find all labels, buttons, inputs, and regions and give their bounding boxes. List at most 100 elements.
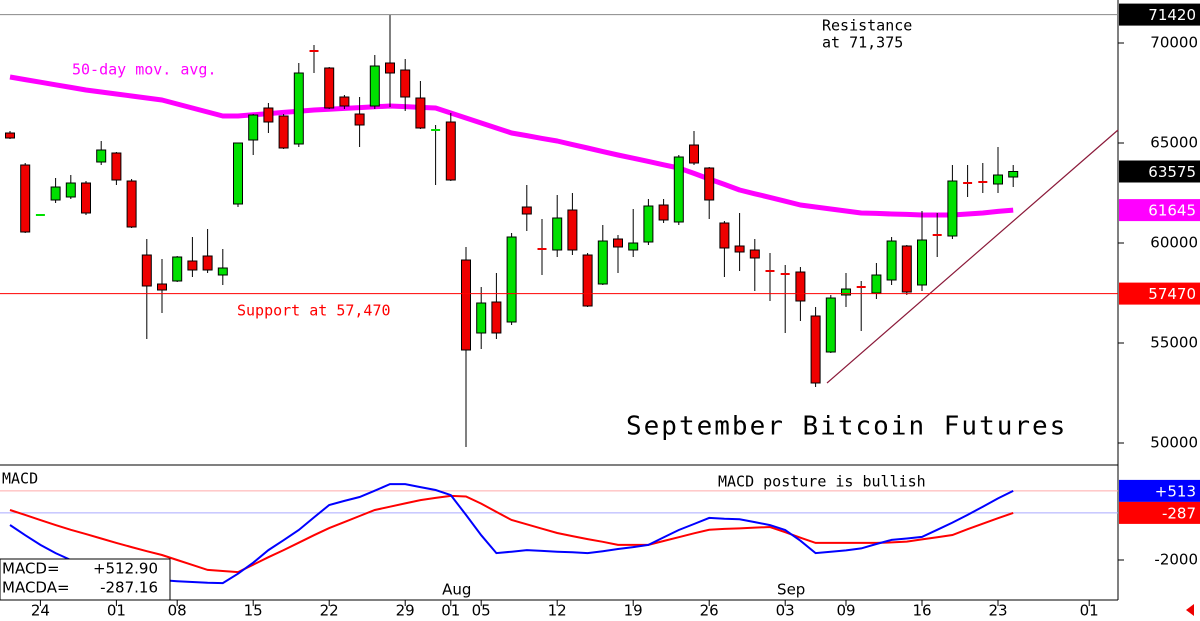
candle-body xyxy=(749,249,760,259)
x-tick-label: 12 xyxy=(548,602,567,620)
candle-body xyxy=(613,238,623,248)
month-label: Aug xyxy=(442,581,471,599)
y-tick-label: 60000 xyxy=(1150,234,1198,252)
value-tag-label: -287 xyxy=(1162,504,1196,522)
x-tick-label: 03 xyxy=(776,602,795,620)
macd-note: MACD posture is bullish xyxy=(718,473,926,491)
candle-body xyxy=(795,271,806,302)
macd-title: MACD xyxy=(2,470,38,488)
candle-body xyxy=(415,97,426,129)
month-label: Sep xyxy=(777,581,805,599)
candle-body xyxy=(993,174,1003,185)
candle-body xyxy=(825,297,836,353)
candle-body xyxy=(293,72,304,145)
candle-body xyxy=(263,107,274,123)
candle-body xyxy=(50,186,61,201)
candle-body xyxy=(947,180,958,237)
candle-body xyxy=(445,121,456,181)
candle-body xyxy=(567,209,578,251)
candle-body xyxy=(491,301,502,334)
value-tag-label: 57470 xyxy=(1148,285,1196,303)
trendline xyxy=(826,129,1119,384)
value-tag-label: 71420 xyxy=(1148,6,1196,24)
candle-body xyxy=(521,206,532,215)
value-tag xyxy=(1119,479,1200,502)
candle-body xyxy=(597,240,608,285)
ma-label: 50-day mov. avg. xyxy=(72,61,217,79)
candle-body xyxy=(385,62,395,74)
resistance-level: at 71,375 xyxy=(822,34,903,52)
candle-body xyxy=(963,182,973,184)
candle-body xyxy=(187,260,198,271)
x-tick-label: 01 xyxy=(107,602,126,620)
candle-body xyxy=(841,288,851,296)
value-tag-label: 63575 xyxy=(1148,163,1196,181)
y-tick-label: 65000 xyxy=(1150,134,1198,152)
candle-body xyxy=(309,50,319,52)
support-note: Support at 57,470 xyxy=(237,302,391,320)
readout-value: +512.90 xyxy=(93,560,158,578)
candle-body xyxy=(96,149,107,163)
value-tag xyxy=(1119,199,1200,222)
x-tick-label: 05 xyxy=(472,602,491,620)
candle-body xyxy=(719,222,730,249)
value-tag xyxy=(1119,501,1200,524)
x-tick-label: 01 xyxy=(441,602,460,620)
candle-body xyxy=(172,256,183,282)
candle-body xyxy=(217,267,228,276)
candle-body xyxy=(81,182,91,214)
candle-body xyxy=(5,132,15,139)
candle-body xyxy=(506,236,517,323)
candle-body xyxy=(658,204,669,221)
y-tick-label: 50000 xyxy=(1150,434,1198,452)
candle-body xyxy=(628,242,639,251)
y-tick-label: -2000 xyxy=(1154,550,1198,568)
candle-body xyxy=(689,144,699,164)
candle-body xyxy=(537,248,547,250)
value-tag xyxy=(1119,3,1200,26)
candle-body xyxy=(35,214,45,216)
value-tag xyxy=(1119,282,1200,305)
x-tick-label: 23 xyxy=(988,602,1007,620)
candle-body xyxy=(369,65,380,107)
candle-body xyxy=(157,283,167,291)
candle-body xyxy=(856,286,866,288)
candle-body xyxy=(431,129,441,131)
scroll-arrow xyxy=(1186,604,1194,616)
candle-body xyxy=(704,167,715,201)
candle-body xyxy=(780,273,790,275)
x-tick-label: 19 xyxy=(624,602,643,620)
candle-body xyxy=(65,182,76,198)
x-tick-label: 29 xyxy=(396,602,415,620)
candle-body xyxy=(461,259,471,351)
macd-line xyxy=(9,483,1014,585)
candle-body xyxy=(901,245,912,293)
candle-body xyxy=(582,254,593,307)
y-tick-label: 55000 xyxy=(1150,334,1198,352)
candle-body xyxy=(978,181,988,183)
x-tick-label: 09 xyxy=(836,602,855,620)
candle-body xyxy=(20,164,31,233)
candle-body xyxy=(233,142,243,205)
candle-body xyxy=(354,113,365,126)
candle-body xyxy=(400,69,411,98)
value-tag-label: 61645 xyxy=(1148,202,1196,220)
x-tick-label: 16 xyxy=(912,602,931,620)
candle-body xyxy=(552,217,563,251)
candle-body xyxy=(202,255,213,271)
candle-body xyxy=(248,114,259,141)
candle-body xyxy=(765,270,775,272)
x-tick-label: 22 xyxy=(320,602,339,620)
readout-box xyxy=(0,558,171,601)
candle-body xyxy=(886,240,897,281)
candle-body xyxy=(111,152,122,181)
candle-body xyxy=(324,67,335,109)
candle-body xyxy=(476,302,487,334)
x-tick-label: 15 xyxy=(244,602,263,620)
readout-value: -287.16 xyxy=(100,579,158,597)
value-tag-label: +513 xyxy=(1155,482,1196,500)
candle-body xyxy=(810,315,821,384)
readout-label: MACD= xyxy=(2,560,60,578)
